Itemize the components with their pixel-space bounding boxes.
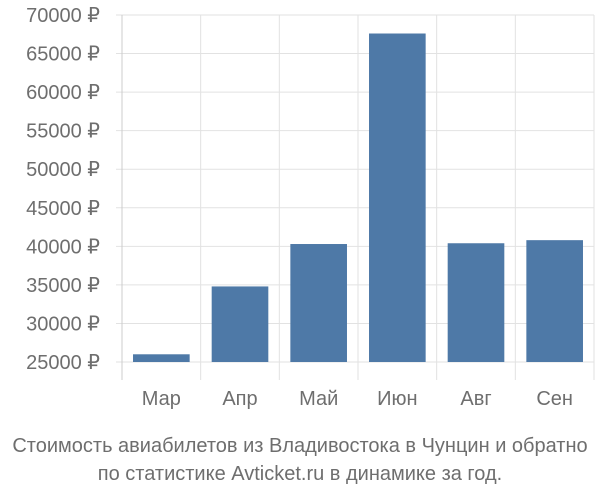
x-tick-label: Май — [299, 388, 338, 410]
x-tick-label: Мар — [142, 388, 181, 410]
y-tick-label: 40000 ₽ — [26, 236, 100, 258]
grid-lines — [116, 14, 595, 380]
y-tick-label: 70000 ₽ — [26, 5, 100, 27]
bar-chart: 70000 ₽ 65000 ₽ 60000 ₽ 55000 ₽ 50000 ₽ 45000… — [26, 5, 595, 410]
x-tick-label: Авг — [460, 388, 491, 410]
bar-1 — [133, 354, 190, 362]
y-tick-label: 25000 ₽ — [26, 352, 100, 374]
chart-caption-line-1: Стоимость авиабилетов из Владивостока в … — [12, 435, 588, 457]
x-tick-label: Июн — [377, 388, 417, 410]
chart-caption-line-2: по статистике Avticket.ru в динамике за … — [97, 463, 503, 485]
x-tick-label: Апр — [222, 388, 257, 410]
y-tick-label: 30000 ₽ — [26, 313, 100, 335]
bar-2 — [211, 286, 269, 362]
bar-3 — [290, 244, 347, 362]
bar-4 — [369, 33, 426, 363]
y-tick-label: 35000 ₽ — [26, 275, 100, 297]
y-tick-label: 65000 ₽ — [26, 44, 100, 66]
y-axis: 70000 ₽ 65000 ₽ 60000 ₽ 55000 ₽ 50000 ₽ 45000… — [26, 5, 123, 380]
x-tick-label: Сен — [536, 388, 573, 410]
x-axis: Мар Апр Май Июн Авг Сен — [142, 388, 573, 410]
bar-6 — [526, 240, 583, 362]
y-tick-label: 60000 ₽ — [26, 82, 100, 104]
y-tick-label: 45000 ₽ — [26, 198, 100, 220]
bars — [133, 33, 583, 363]
y-tick-label: 55000 ₽ — [26, 121, 100, 143]
bar-5 — [447, 243, 505, 362]
y-tick-label: 50000 ₽ — [26, 159, 100, 181]
